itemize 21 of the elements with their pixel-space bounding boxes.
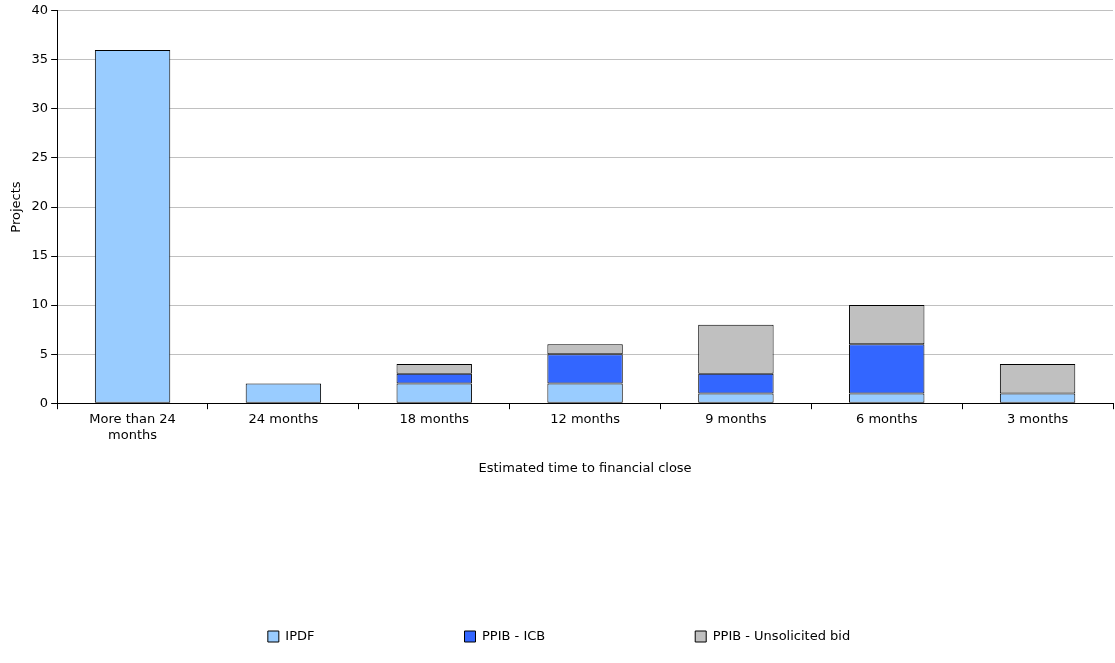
y-tick-label: 20 [31,198,49,214]
y-tick-label: 25 [31,149,49,165]
x-tick-label: More than 24 months [89,411,176,442]
y-tick-label: 5 [39,345,49,361]
y-tick-label: 40 [31,2,49,18]
y-tick-label: 0 [39,394,49,410]
y-tick-label: 35 [31,51,49,67]
y-tick-label: 15 [31,247,49,263]
x-tick-label: 12 months [550,411,621,427]
y-axis-title: Projects [8,181,24,233]
x-tick-label: 24 months [248,411,319,427]
x-tick-label: 9 months [705,411,767,427]
y-tick-label: 10 [31,296,49,312]
legend-label: PPIB - ICB [482,627,546,643]
x-tick-label: 3 months [1006,411,1069,427]
y-tick-label: 30 [31,100,49,116]
legend-label: IPDF [285,627,315,643]
x-tick-label: 6 months [856,411,918,427]
x-axis-title: Estimated time to financial close [478,459,692,475]
x-tick-label: 18 months [399,411,470,427]
legend-label: PPIB - Unsolicited bid [712,627,851,643]
